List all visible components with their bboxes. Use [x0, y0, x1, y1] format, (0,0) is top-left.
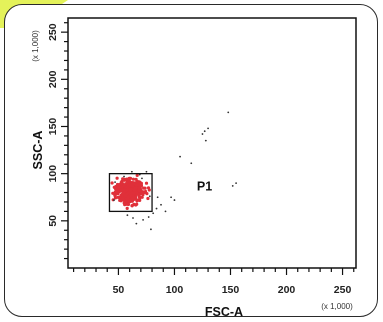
axes: 50 100 150 200 250 50 100 150 200 250 — [47, 17, 357, 296]
chart-panel — [4, 4, 378, 317]
event-point — [121, 177, 125, 181]
event-point — [119, 188, 123, 192]
debris-point — [155, 207, 158, 210]
debris-point — [207, 127, 209, 130]
debris-point — [150, 228, 152, 231]
debris-point — [231, 185, 234, 187]
y-tick-label: 50 — [47, 215, 59, 227]
debris-point — [141, 177, 143, 180]
debris-point — [156, 196, 159, 199]
event-point — [132, 202, 136, 206]
debris-point — [132, 217, 134, 219]
debris-point — [114, 181, 116, 184]
debris-point — [164, 210, 167, 213]
event-point — [122, 190, 126, 194]
x-tick-label: 200 — [278, 284, 296, 296]
event-point — [132, 188, 136, 192]
event-point — [134, 177, 138, 181]
y-axis-title: SSC-A — [31, 131, 45, 170]
debris-point — [126, 214, 129, 217]
event-point — [132, 191, 136, 195]
event-point — [142, 191, 146, 195]
event-point — [125, 206, 129, 210]
event-point — [122, 198, 126, 202]
debris-point — [147, 216, 150, 218]
debris-point — [123, 175, 125, 178]
event-point — [117, 183, 121, 187]
event-point — [140, 195, 144, 199]
event-point — [115, 176, 119, 180]
event-point — [146, 186, 151, 190]
event-point — [137, 189, 141, 193]
debris-point — [160, 203, 162, 206]
debris-point — [203, 130, 206, 133]
y-tick-label: 150 — [47, 118, 59, 136]
y-tick-label: 200 — [47, 70, 59, 88]
event-point — [146, 196, 150, 201]
debris-point — [130, 170, 133, 173]
event-point — [127, 176, 131, 180]
event-point — [126, 202, 130, 207]
event-point — [110, 181, 114, 185]
data-points — [110, 111, 237, 231]
event-point — [131, 177, 135, 181]
event-point — [112, 185, 116, 189]
event-point — [136, 192, 141, 197]
event-point — [137, 186, 141, 190]
event-point — [124, 193, 128, 197]
event-point — [142, 186, 146, 190]
debris-point — [135, 222, 138, 225]
x-tick-label: 150 — [222, 284, 240, 296]
debris-point — [173, 199, 176, 201]
event-point — [145, 192, 149, 196]
y-tick-label: 100 — [47, 165, 59, 183]
event-point — [115, 186, 119, 190]
x-axis-title: FSC-A — [205, 305, 243, 319]
event-point — [121, 192, 125, 196]
debris-point — [179, 155, 181, 158]
gate-p1-rectangle — [108, 173, 153, 213]
x-scale-note: (x 1,000) — [321, 302, 353, 311]
event-point — [128, 188, 132, 192]
plot-frame — [67, 17, 357, 269]
debris-point — [190, 162, 193, 165]
debris-point — [148, 195, 151, 198]
event-point — [134, 183, 138, 187]
debris-point — [113, 199, 115, 201]
event-point — [133, 195, 137, 199]
x-tick-label: 50 — [113, 284, 125, 296]
x-tick-label: 100 — [166, 284, 184, 296]
debris-point — [204, 139, 207, 142]
event-point — [113, 190, 117, 194]
debris-point — [235, 182, 237, 184]
event-point — [117, 195, 121, 199]
event-point — [124, 199, 128, 203]
event-point — [130, 183, 134, 187]
debris-point — [201, 133, 204, 135]
event-point — [113, 196, 118, 200]
debris-point — [170, 196, 172, 199]
gate-label: P1 — [197, 180, 212, 194]
debris-point — [142, 218, 144, 221]
event-point — [144, 181, 149, 185]
event-point — [135, 173, 139, 177]
y-tick-label: 250 — [47, 23, 59, 41]
debris-point — [227, 111, 230, 114]
event-point — [111, 191, 115, 195]
y-scale-note: (x 1,000) — [31, 30, 40, 62]
event-point — [131, 197, 135, 201]
debris-point — [145, 170, 148, 173]
debris-point — [152, 212, 155, 215]
x-tick-label: 250 — [334, 284, 352, 296]
event-point — [135, 198, 139, 202]
event-point — [126, 195, 130, 199]
